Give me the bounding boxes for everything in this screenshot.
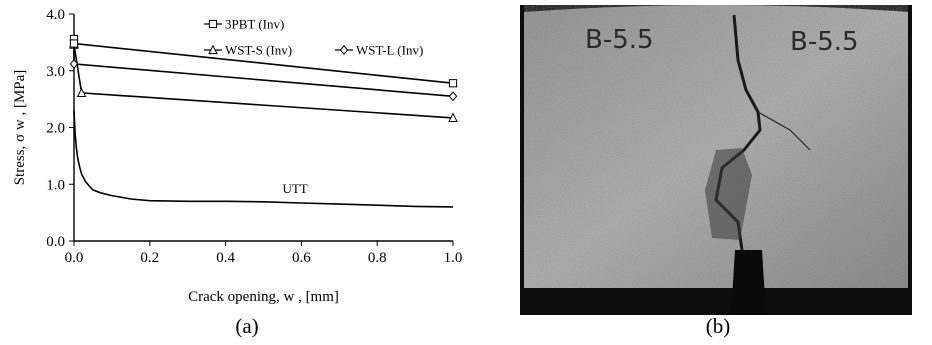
caption-a: (a) <box>235 314 259 338</box>
series-utt <box>73 110 454 208</box>
x-tick-label: 0.0 <box>65 250 84 266</box>
y-tick-label: 2.0 <box>46 121 65 137</box>
triangle-marker <box>76 87 87 97</box>
crack-photo: B-5.5 B-5.5 <box>520 5 912 315</box>
specimen-label-left: B-5.5 <box>585 25 654 55</box>
y-tick-label: 1.0 <box>46 177 65 193</box>
x-tick-label: 0.4 <box>216 250 235 266</box>
legend-label: 3PBT (Inv) <box>225 17 284 32</box>
square-marker <box>448 79 458 88</box>
chart-ticks: 0.0 0.2 0.4 0.6 0.8 1.0 0.0 1.0 2.0 3.0 4.0 <box>46 7 462 266</box>
x-tick-label: 0.2 <box>140 250 159 266</box>
specimen-label-right: B-5.5 <box>790 27 859 57</box>
x-tick-label: 0.8 <box>368 250 387 266</box>
square-marker <box>69 39 79 48</box>
specimen-beam <box>524 5 908 288</box>
caption-b: (b) <box>705 314 731 338</box>
series-wst-l-inv <box>69 38 458 102</box>
legend-item-wst-s-inv: WST-S (Inv) <box>204 43 292 58</box>
diamond-marker <box>448 91 458 102</box>
y-axis-label: Stress, σ w , [MPa] <box>12 70 28 186</box>
legend-label: WST-S (Inv) <box>225 43 292 58</box>
legend-item-3pbt-inv: 3PBT (Inv) <box>204 17 284 32</box>
series-3pbt-inv <box>69 34 458 88</box>
legend-item-wst-l-inv: WST-L (Inv) <box>335 43 423 58</box>
fiber-bridging <box>705 148 752 240</box>
x-tick-label: 1.0 <box>444 250 463 266</box>
legend-label: WST-L (Inv) <box>356 43 423 58</box>
triangle-marker <box>208 44 218 55</box>
x-axis-label: Crack opening, w , [mm] <box>188 289 339 305</box>
diamond-marker <box>69 58 79 69</box>
chart-a: 0.0 0.2 0.4 0.6 0.8 1.0 0.0 1.0 2.0 3.0 4.0 3PBT (… <box>12 7 462 305</box>
diamond-marker <box>339 45 349 55</box>
branch-crack <box>757 111 811 151</box>
series-line-utt <box>73 110 454 208</box>
y-tick-label: 4.0 <box>46 7 65 23</box>
notch <box>731 250 766 315</box>
square-marker <box>208 19 218 29</box>
utt-annotation: UTT <box>282 181 307 196</box>
y-tick-label: 3.0 <box>46 64 65 80</box>
triangle-marker <box>448 112 458 122</box>
x-tick-label: 0.6 <box>292 250 311 266</box>
y-tick-label: 0.0 <box>46 234 65 250</box>
chart-series <box>69 34 458 208</box>
chart-legend: 3PBT (Inv) WST-S (Inv) WST-L (Inv) <box>204 17 423 58</box>
